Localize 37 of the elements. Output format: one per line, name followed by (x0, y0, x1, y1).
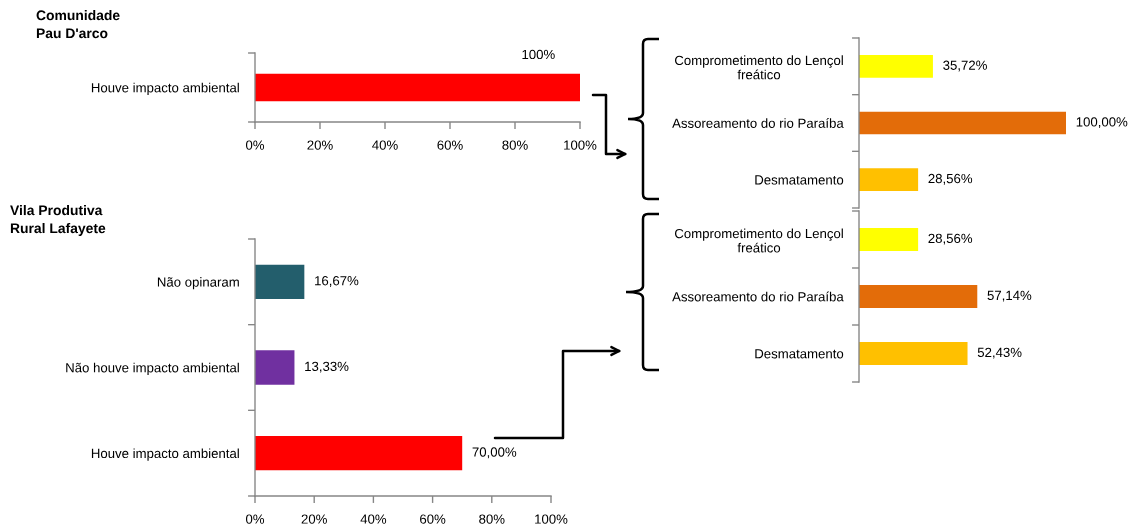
x-tick-label: 20% (307, 140, 333, 150)
annotation: 100% (522, 49, 555, 60)
y-tick-label: Houve impacto ambiental (91, 448, 239, 461)
y-tick-label: Comprometimento do Lençol freático (674, 228, 843, 253)
x-tick-label: 100% (535, 514, 568, 524)
y-tick-label: Houve impacto ambiental (91, 82, 239, 96)
x-tick-label: 60% (437, 140, 463, 150)
y-tick-label: Desmatamento (755, 175, 844, 185)
y-tick-label: Não opinaram (157, 277, 239, 290)
y-tick-label: Desmatamento (755, 349, 844, 359)
data-label: 13,33% (305, 361, 349, 373)
x-tick-label: 40% (360, 514, 387, 524)
data-label: 16,67% (315, 276, 359, 287)
bar (255, 436, 463, 471)
bar (255, 350, 295, 385)
data-label: 35,72% (943, 60, 987, 72)
bar (255, 264, 305, 299)
data-label: 28,56% (928, 233, 973, 245)
x-tick-label: 100% (564, 140, 597, 150)
y-tick-label: Comprometimento do Lençol freático (674, 55, 843, 80)
x-tick-label: 40% (372, 140, 398, 150)
y-tick-label: Assoreamento do rio Paraíba (672, 118, 844, 128)
y-tick-label: Assoreamento do rio Paraíba (672, 291, 844, 302)
y-tick-label: Não houve impacto ambiental (66, 362, 239, 376)
x-tick-label: 80% (502, 140, 528, 150)
data-label: 70,00% (472, 447, 517, 459)
data-label: 52,43% (977, 347, 1022, 359)
text: Comunidade Pau D'arco (36, 10, 120, 39)
x-tick-label: 0% (245, 140, 265, 150)
text: Vila Produtiva Rural Lafayete (10, 205, 106, 236)
data-label: 57,14% (987, 290, 1032, 302)
x-tick-label: 60% (420, 514, 446, 524)
x-tick-label: 80% (479, 514, 505, 524)
x-tick-label: 0% (245, 514, 265, 524)
x-tick-label: 20% (301, 514, 327, 524)
data-label: 100,00% (1076, 117, 1128, 129)
data-label: 28,56% (928, 173, 973, 185)
